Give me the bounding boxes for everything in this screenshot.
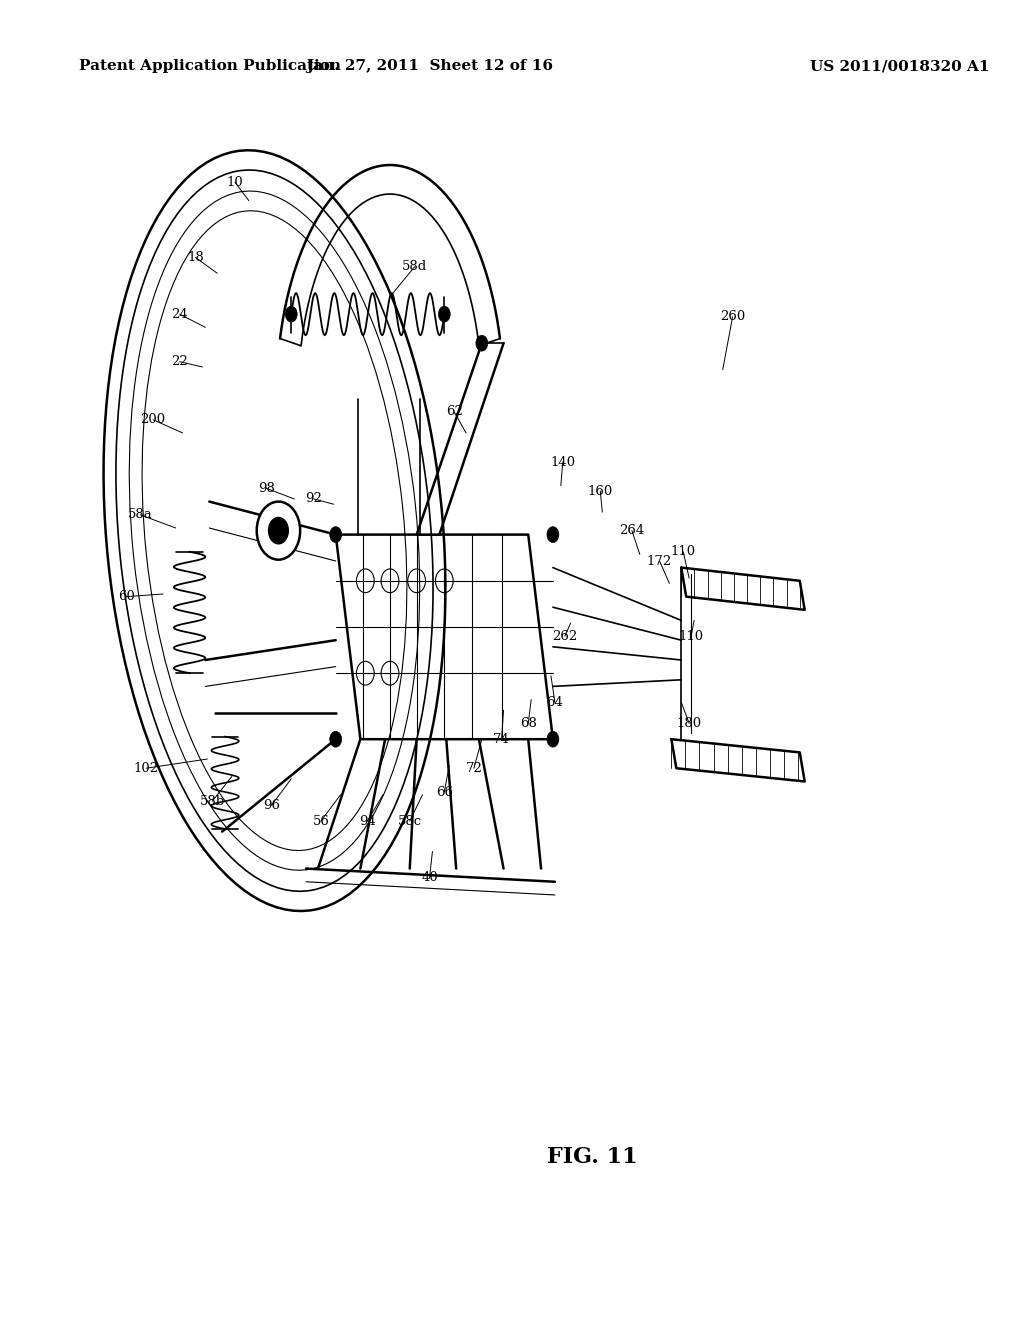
Text: 140: 140: [550, 455, 575, 469]
Circle shape: [286, 306, 297, 322]
Text: FIG. 11: FIG. 11: [547, 1146, 638, 1168]
Text: 92: 92: [305, 492, 323, 506]
Text: 56: 56: [312, 814, 330, 828]
Text: 260: 260: [720, 310, 745, 323]
Text: 58c: 58c: [397, 814, 422, 828]
Text: 58a: 58a: [128, 508, 153, 521]
Circle shape: [330, 527, 342, 543]
Text: 22: 22: [171, 355, 188, 368]
Text: 180: 180: [677, 717, 701, 730]
Text: Patent Application Publication: Patent Application Publication: [79, 59, 341, 74]
Text: 110: 110: [679, 630, 703, 643]
Text: 24: 24: [171, 308, 188, 321]
Text: 58b: 58b: [200, 795, 225, 808]
Text: 40: 40: [421, 871, 438, 884]
Text: 96: 96: [263, 799, 280, 812]
Text: 172: 172: [647, 554, 672, 568]
Circle shape: [268, 517, 289, 544]
Circle shape: [547, 731, 559, 747]
Circle shape: [547, 527, 559, 543]
Text: 62: 62: [445, 405, 463, 418]
Text: 64: 64: [547, 696, 563, 709]
Text: 58d: 58d: [402, 260, 427, 273]
Text: 110: 110: [671, 545, 695, 558]
Text: 102: 102: [133, 762, 159, 775]
Text: 66: 66: [436, 785, 453, 799]
Text: 264: 264: [620, 524, 644, 537]
Text: 200: 200: [140, 413, 166, 426]
Text: 160: 160: [588, 484, 613, 498]
Circle shape: [476, 335, 487, 351]
Circle shape: [257, 502, 300, 560]
Text: US 2011/0018320 A1: US 2011/0018320 A1: [810, 59, 989, 74]
Text: 72: 72: [466, 762, 482, 775]
Text: 18: 18: [187, 251, 204, 264]
Text: 60: 60: [118, 590, 135, 603]
Text: 10: 10: [226, 176, 244, 189]
Text: 262: 262: [552, 630, 578, 643]
Text: 94: 94: [358, 814, 376, 828]
Circle shape: [438, 306, 451, 322]
Circle shape: [330, 731, 342, 747]
Text: 98: 98: [258, 482, 275, 495]
Text: 68: 68: [520, 717, 537, 730]
Text: Jan. 27, 2011  Sheet 12 of 16: Jan. 27, 2011 Sheet 12 of 16: [306, 59, 553, 74]
Text: 74: 74: [494, 733, 510, 746]
